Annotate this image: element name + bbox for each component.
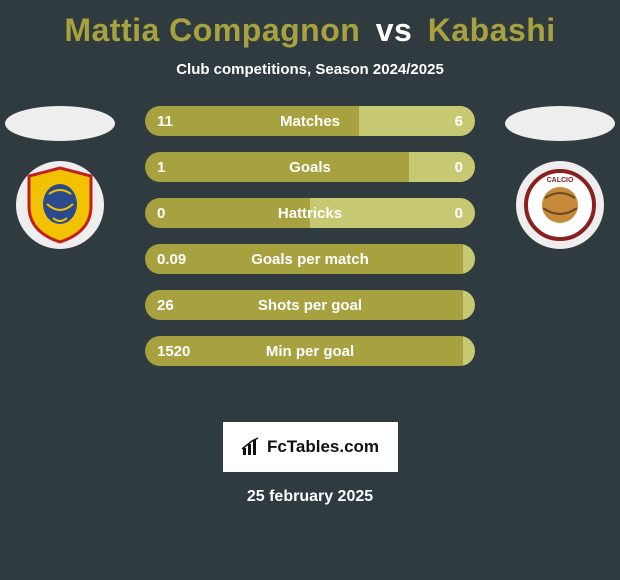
club-badge-icon — [25, 166, 95, 244]
stat-value-left: 1 — [157, 159, 165, 176]
stat-value-left: 0 — [157, 205, 165, 222]
stat-seg-left: 26 — [145, 290, 463, 320]
stat-row: 00Hattricks — [145, 198, 475, 228]
stats-body: CALCIO 116Matches10Goals00Hattricks0.09G… — [0, 106, 620, 406]
stat-value-right: 6 — [455, 113, 463, 130]
stat-seg-left: 0.09 — [145, 244, 463, 274]
stat-seg-right: 0 — [310, 198, 475, 228]
svg-text:CALCIO: CALCIO — [547, 177, 574, 184]
fctables-logo-text: FcTables.com — [267, 437, 379, 457]
stat-value-left: 26 — [157, 297, 174, 314]
player2-silhouette — [505, 106, 615, 141]
stat-value-left: 0.09 — [157, 251, 186, 268]
player1-column — [0, 106, 120, 249]
stat-value-right: 0 — [455, 205, 463, 222]
stat-row: 0.09Goals per match — [145, 244, 475, 274]
generated-date: 25 february 2025 — [0, 488, 620, 506]
stat-seg-right: 6 — [359, 106, 475, 136]
player1-club-badge — [16, 161, 104, 249]
player2-club-badge: CALCIO — [516, 161, 604, 249]
stat-row: 116Matches — [145, 106, 475, 136]
comparison-card: Mattia Compagnon vs Kabashi Club competi… — [0, 0, 620, 580]
stat-seg-right: 0 — [409, 152, 475, 182]
player1-silhouette — [5, 106, 115, 141]
page-title: Mattia Compagnon vs Kabashi — [0, 12, 620, 49]
vs-label: vs — [376, 12, 413, 48]
stat-row: 10Goals — [145, 152, 475, 182]
stat-row: 1520Min per goal — [145, 336, 475, 366]
stat-value-left: 1520 — [157, 343, 190, 360]
stat-seg-right — [463, 244, 475, 274]
stat-seg-right — [463, 290, 475, 320]
stat-seg-left: 0 — [145, 198, 310, 228]
player2-column: CALCIO — [500, 106, 620, 249]
stat-row: 26Shots per goal — [145, 290, 475, 320]
stat-value-right: 0 — [455, 159, 463, 176]
stat-seg-left: 1520 — [145, 336, 463, 366]
fctables-logo: FcTables.com — [223, 422, 398, 472]
subtitle: Club competitions, Season 2024/2025 — [0, 61, 620, 78]
stats-list: 116Matches10Goals00Hattricks0.09Goals pe… — [145, 106, 475, 366]
chart-icon — [241, 437, 263, 457]
player1-name: Mattia Compagnon — [64, 12, 360, 48]
stat-seg-right — [463, 336, 475, 366]
club-badge-icon: CALCIO — [523, 168, 597, 242]
stat-seg-left: 11 — [145, 106, 359, 136]
stat-value-left: 11 — [157, 113, 173, 130]
player2-name: Kabashi — [428, 12, 556, 48]
stat-seg-left: 1 — [145, 152, 409, 182]
